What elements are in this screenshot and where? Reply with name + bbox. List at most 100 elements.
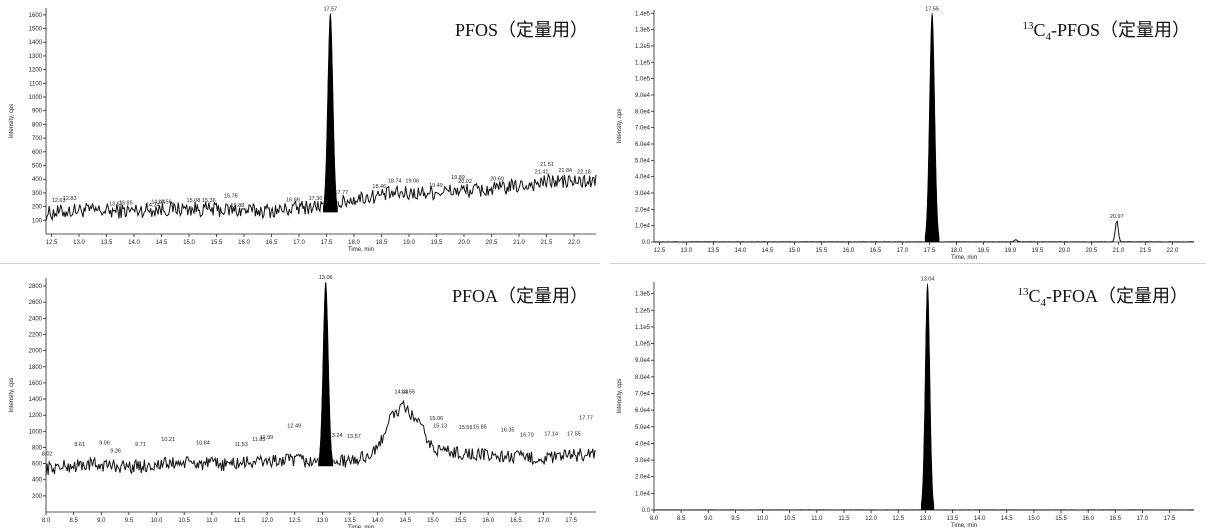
y-axis-label: Intensity, cps xyxy=(617,379,623,414)
trace-line xyxy=(337,173,597,209)
y-tick-label: 1000 xyxy=(29,95,43,101)
peak-label: 13.67 xyxy=(109,202,123,208)
y-tick-label: 2.0e4 xyxy=(635,207,651,213)
x-tick-label: 10.5 xyxy=(784,516,796,522)
title-superscript: 13 xyxy=(1022,20,1034,32)
x-tick-label: 13.0 xyxy=(920,516,932,522)
main-peak xyxy=(920,283,935,511)
y-tick-label: 2.0e4 xyxy=(635,475,651,481)
panel-separator xyxy=(0,263,600,264)
peak-label: 12.63 xyxy=(52,198,66,204)
peak-label: 20.60 xyxy=(490,176,504,182)
x-tick-label: 17.5 xyxy=(924,248,936,254)
x-tick-label: 17.5 xyxy=(321,240,333,246)
x-tick-label: 9.5 xyxy=(125,518,134,524)
x-tick-label: 8.0 xyxy=(650,516,659,522)
x-tick-label: 17.0 xyxy=(897,248,909,254)
title-compound: PFOA xyxy=(452,286,498,306)
y-tick-label: 600 xyxy=(32,462,43,468)
x-tick-label: 16.0 xyxy=(1082,516,1094,522)
y-tick-label: 8.0e4 xyxy=(635,375,651,381)
y-tick-label: 800 xyxy=(32,445,43,451)
x-tick-label: 11.0 xyxy=(206,518,218,524)
peak-label: 17.30 xyxy=(309,196,323,202)
peak-label: 15.36 xyxy=(202,198,216,204)
peak-label: 15.59 xyxy=(459,425,473,431)
x-tick-label: 9.0 xyxy=(97,518,106,524)
x-tick-label: 8.0 xyxy=(42,518,51,524)
y-tick-label: 1.1e5 xyxy=(635,325,651,331)
x-tick-label: 13.5 xyxy=(344,518,356,524)
peak-label: 18.74 xyxy=(388,178,402,184)
x-tick-label: 15.5 xyxy=(1055,516,1067,522)
chart-svg: 0.0 1.0e4 2.0e4 3.0e4 4.0e4 5.0e4 6.0e4 7.0e4 8.… xyxy=(617,277,1195,528)
x-tick-label: 22.0 xyxy=(568,240,580,246)
peak-label: 13.57 xyxy=(347,434,361,440)
x-tick-label: 15.5 xyxy=(455,518,467,524)
peak-label: 17.14 xyxy=(544,432,558,438)
x-tick-label: 15.0 xyxy=(1028,516,1040,522)
title-element: C xyxy=(1033,20,1045,40)
y-tick-label: 9.0e4 xyxy=(635,358,651,364)
title-superscript: 13 xyxy=(1017,286,1029,298)
peak-label: 10.84 xyxy=(196,440,210,446)
y-tick-label: 6.0e4 xyxy=(635,142,651,148)
chart-13c4-pfos: 0.0 1.0e4 2.0e4 3.0e4 4.0e4 5.0e4 6.0e4 7.0e4 8.… xyxy=(604,0,1204,262)
x-tick-label: 12.5 xyxy=(892,516,904,522)
title-qualifier: （定量用） xyxy=(1100,20,1190,40)
peak-label: 17.55 xyxy=(567,432,581,438)
peak-label: 10.21 xyxy=(161,437,175,443)
x-tick-label: 14.5 xyxy=(1001,516,1013,522)
y-tick-label: 9.0e4 xyxy=(635,93,651,99)
peak-label: 14.56 xyxy=(158,200,172,206)
y-tick-label: 8.0e4 xyxy=(635,109,651,115)
chart-title: 13C4-PFOA（定量用） xyxy=(1017,286,1188,309)
y-tick-label: 1.0e4 xyxy=(635,224,651,230)
y-tick-label: 1.1e5 xyxy=(635,60,651,66)
x-tick-label: 17.0 xyxy=(1137,516,1149,522)
y-tick-label: 1500 xyxy=(29,27,43,33)
title-qualifier: （定量用） xyxy=(498,20,588,40)
x-tick-label: 21.5 xyxy=(541,240,553,246)
x-tick-label: 14.5 xyxy=(399,518,411,524)
peak-label: 15.08 xyxy=(187,198,201,204)
chart-title: PFOS（定量用） xyxy=(455,20,588,40)
peak-label: 21.84 xyxy=(558,168,572,174)
title-compound: PFOS xyxy=(455,20,498,40)
peak-label: 9.06 xyxy=(99,440,110,446)
peak-label: 13.85 xyxy=(119,200,133,206)
x-tick-label: 13.0 xyxy=(681,248,693,254)
x-tick-label: 21.5 xyxy=(1140,248,1152,254)
peak-label: 15.76 xyxy=(224,193,238,199)
y-tick-label: 1.0e5 xyxy=(635,342,651,348)
y-axis-label: Intensity, cps xyxy=(9,104,15,139)
x-tick-label: 18.5 xyxy=(978,248,990,254)
x-tick-label: 8.5 xyxy=(677,516,686,522)
y-tick-label: 0.0 xyxy=(642,508,651,514)
y-tick-label: 1400 xyxy=(29,40,43,46)
x-tick-label: 19.5 xyxy=(431,240,443,246)
x-tick-label: 11.5 xyxy=(838,516,850,522)
title-qualifier: （定量用） xyxy=(1098,286,1188,306)
x-tick-label: 9.0 xyxy=(704,516,713,522)
peak-label: 21.41 xyxy=(535,169,549,175)
y-tick-label: 100 xyxy=(32,218,43,224)
x-tick-label: 11.5 xyxy=(234,518,246,524)
y-tick-label: 1600 xyxy=(29,381,43,387)
x-tick-label: 13.5 xyxy=(708,248,720,254)
y-tick-label: 200 xyxy=(32,494,43,500)
x-tick-label: 20.5 xyxy=(1086,248,1098,254)
peak-label: 17.57 xyxy=(323,6,337,12)
y-tick-label: 1.4e5 xyxy=(635,11,651,17)
y-tick-label: 3.0e4 xyxy=(635,191,651,197)
peak-label: 14.44 xyxy=(151,200,165,206)
x-tick-label: 16.5 xyxy=(510,518,522,524)
title-element: C xyxy=(1028,286,1040,306)
y-tick-label: 4.0e4 xyxy=(635,441,651,447)
x-axis-label: Time, min xyxy=(348,247,374,253)
peak-label: 12.49 xyxy=(287,424,301,430)
y-tick-label: 1400 xyxy=(29,397,43,403)
title-qualifier: （定量用） xyxy=(498,286,588,306)
trace-line xyxy=(333,399,597,468)
y-tick-label: 600 xyxy=(32,150,43,156)
